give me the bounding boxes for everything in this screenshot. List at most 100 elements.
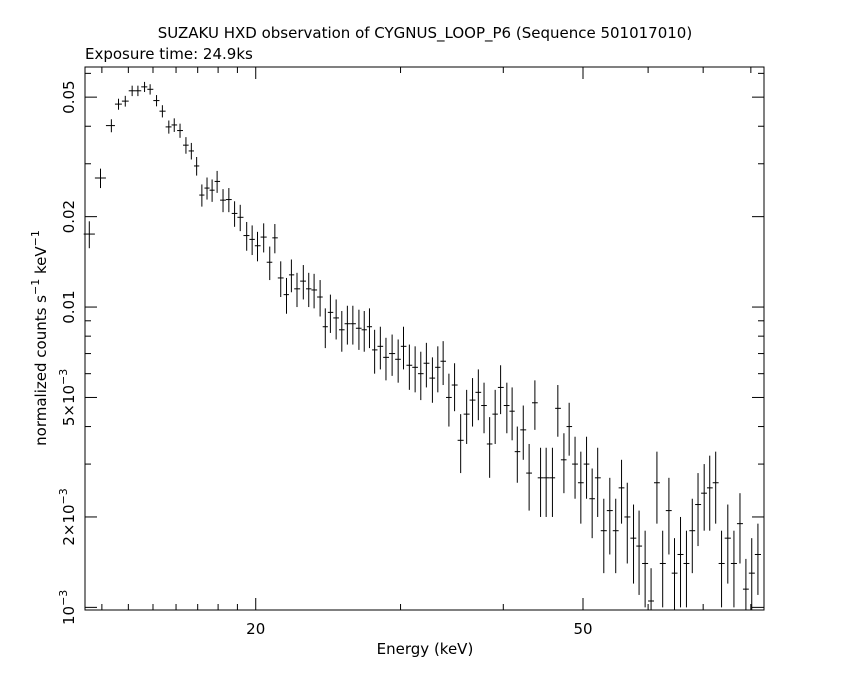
- data-point: [322, 308, 328, 349]
- data-point: [612, 498, 619, 574]
- chart-title: SUZAKU HXD observation of CYGNUS_LOOP_P6…: [158, 24, 692, 43]
- data-point: [260, 223, 267, 253]
- data-point: [153, 95, 160, 107]
- data-point: [712, 451, 719, 524]
- data-point: [266, 246, 273, 281]
- data-point: [128, 85, 136, 97]
- data-point: [671, 538, 678, 610]
- y-tick-label: 2×10−3: [57, 488, 78, 545]
- y-axis-label: normalized counts s−1 keV−1: [29, 230, 50, 446]
- data-point: [532, 380, 538, 430]
- data-point: [423, 342, 430, 388]
- data-point: [350, 305, 356, 345]
- data-point: [736, 493, 743, 564]
- data-point: [555, 385, 561, 437]
- y-tick-exponent: −3: [57, 590, 70, 606]
- data-point: [237, 204, 244, 232]
- y-tick-label: 5×10−3: [57, 369, 78, 426]
- data-point: [225, 188, 232, 213]
- data-point: [520, 405, 527, 460]
- data-point: [537, 447, 544, 517]
- data-point: [624, 482, 631, 564]
- data-point: [135, 85, 142, 97]
- data-point: [469, 378, 476, 427]
- data-point: [317, 280, 323, 317]
- data-point: [549, 447, 556, 517]
- x-axis-label: Energy (keV): [377, 640, 474, 658]
- data-point: [665, 477, 672, 555]
- data-point: [327, 294, 334, 333]
- data-point: [417, 351, 424, 401]
- y-axis-label-exp2: −1: [29, 230, 42, 246]
- y-axis-label-exp1: −1: [29, 279, 42, 295]
- data-point: [294, 272, 301, 308]
- data-point: [188, 142, 194, 160]
- y-tick-label: 0.01: [60, 290, 78, 323]
- data-point: [566, 402, 573, 456]
- data-point: [193, 156, 200, 176]
- data-point: [435, 346, 441, 393]
- y-tick-label: 0.05: [60, 80, 78, 113]
- data-point: [589, 468, 595, 539]
- data-point: [653, 451, 660, 524]
- data-point: [159, 105, 166, 118]
- x-tick-label: 20: [246, 620, 265, 638]
- plot-frame: [84, 66, 765, 611]
- data-point: [243, 221, 250, 251]
- axis-ticks: [85, 67, 764, 610]
- y-tick-exponent: −3: [57, 488, 70, 504]
- data-point: [475, 369, 482, 421]
- data-point: [572, 436, 578, 499]
- data-point: [503, 382, 510, 434]
- x-tick-label: 50: [573, 620, 592, 638]
- data-point: [618, 459, 625, 524]
- y-tick-mantissa: 5×10: [60, 385, 78, 426]
- data-point: [366, 308, 373, 349]
- data-point: [177, 123, 183, 138]
- data-point: [429, 357, 436, 403]
- y-tick-mantissa: 0.02: [60, 200, 78, 233]
- data-point: [383, 337, 390, 381]
- data-point: [121, 95, 129, 107]
- data-point: [94, 168, 106, 189]
- data-point: [648, 568, 654, 610]
- data-point: [338, 311, 345, 352]
- data-point: [406, 344, 413, 390]
- data-point: [277, 261, 284, 298]
- data-point: [300, 265, 307, 300]
- data-point: [141, 81, 148, 93]
- y-tick-mantissa: 0.01: [60, 290, 78, 323]
- data-point: [220, 189, 226, 213]
- y-tick-label: 10−3: [57, 590, 78, 625]
- data-point: [451, 363, 458, 412]
- data-point: [695, 473, 702, 547]
- data-point: [677, 516, 684, 608]
- data-point: [344, 305, 351, 345]
- data-point: [231, 201, 238, 227]
- data-point: [114, 98, 122, 110]
- y-tick-label: 0.02: [60, 200, 78, 233]
- data-point: [543, 447, 550, 517]
- data-point: [492, 389, 498, 444]
- data-point: [560, 433, 567, 494]
- data-point: [288, 259, 295, 293]
- data-point: [701, 464, 707, 531]
- data-point: [214, 170, 221, 193]
- y-tick-mantissa: 0.05: [60, 80, 78, 113]
- data-point: [311, 273, 318, 309]
- data-point: [594, 447, 601, 517]
- data-point: [395, 339, 401, 383]
- data-point: [509, 387, 515, 441]
- data-point: [659, 530, 666, 608]
- data-points: [83, 81, 762, 610]
- data-point: [333, 299, 339, 340]
- data-point: [171, 118, 178, 132]
- data-point: [577, 451, 584, 524]
- data-point: [412, 346, 418, 393]
- y-tick-mantissa: 2×10: [60, 504, 78, 545]
- data-point: [147, 84, 154, 95]
- data-point: [718, 530, 725, 608]
- y-tick-mantissa: 10: [60, 606, 78, 625]
- data-point: [105, 119, 115, 133]
